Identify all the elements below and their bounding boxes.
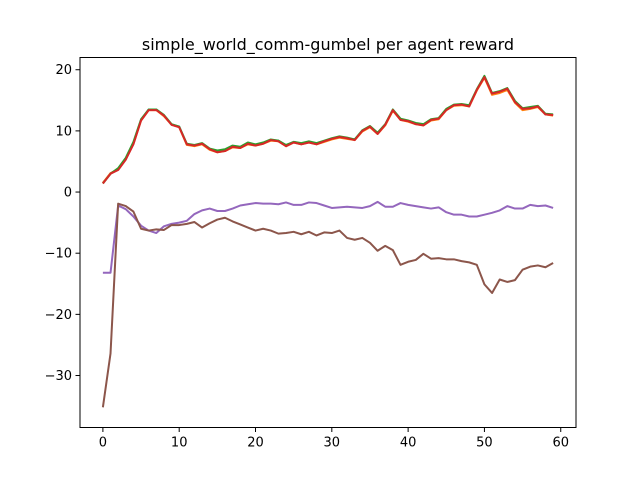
y-tick-label: 20 [55, 63, 72, 78]
series-line-agent-5 [101, 202, 554, 408]
y-tick-label: 10 [55, 124, 72, 139]
x-tick-label: 20 [247, 436, 264, 451]
y-tick-label: 0 [64, 186, 72, 201]
x-axis: 0 10 20 30 40 50 60 [99, 427, 569, 451]
x-tick-label: 40 [400, 436, 417, 451]
series-line-agent-3 [102, 76, 554, 185]
x-tick-label: 0 [99, 436, 107, 451]
y-tick-label: −20 [45, 308, 72, 323]
series-layer [101, 74, 554, 408]
x-tick-label: 10 [171, 436, 188, 451]
x-tick-label: 30 [324, 436, 341, 451]
y-tick-label: −10 [45, 247, 72, 262]
x-tick-label: 50 [476, 436, 493, 451]
series-line-agent-4 [102, 200, 554, 274]
chart-title: simple_world_comm-gumbel per agent rewar… [142, 35, 514, 55]
plot-area-frame [79, 57, 577, 428]
x-tick-label: 60 [552, 436, 569, 451]
y-tick-label: −30 [45, 369, 72, 384]
y-axis: 20 10 0 −10 −20 −30 [45, 63, 80, 384]
